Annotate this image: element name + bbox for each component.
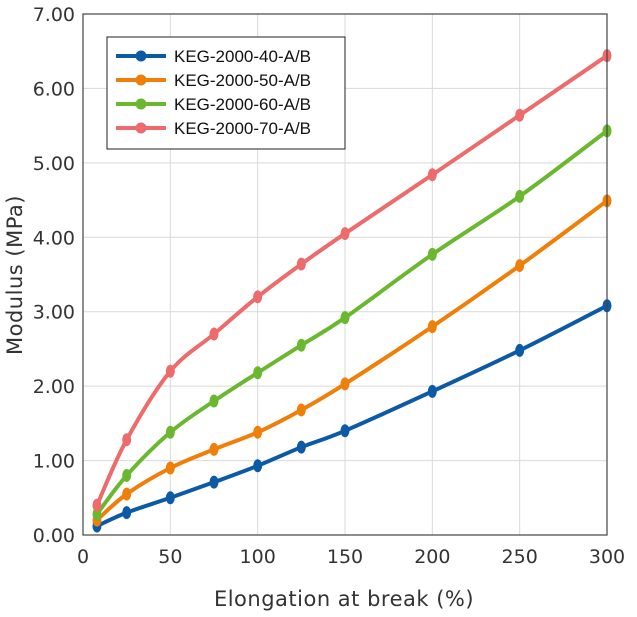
y-tick-label: 3.00 bbox=[33, 302, 75, 324]
data-point bbox=[427, 168, 437, 182]
data-point bbox=[515, 189, 525, 203]
legend-label: KEG-2000-70-A/B bbox=[174, 119, 311, 138]
data-point bbox=[209, 475, 219, 489]
data-point bbox=[122, 468, 132, 482]
data-point bbox=[253, 425, 263, 439]
legend-swatch-marker bbox=[135, 74, 147, 86]
data-point bbox=[165, 364, 175, 378]
data-point bbox=[122, 433, 132, 447]
x-tick-label: 50 bbox=[158, 546, 182, 568]
y-tick-label: 7.00 bbox=[33, 4, 75, 26]
data-point bbox=[165, 491, 175, 505]
y-tick-label: 6.00 bbox=[33, 78, 75, 100]
y-tick-label: 1.00 bbox=[33, 451, 75, 473]
x-tick-label: 100 bbox=[240, 546, 276, 568]
y-tick-label: 4.00 bbox=[33, 227, 75, 249]
data-point bbox=[253, 366, 263, 380]
data-point bbox=[515, 108, 525, 122]
x-tick-label: 250 bbox=[502, 546, 538, 568]
data-point bbox=[209, 327, 219, 341]
legend-entry-keg-2000-50: KEG-2000-50-A/B bbox=[116, 71, 311, 90]
data-point bbox=[165, 461, 175, 475]
x-tick-label: 150 bbox=[327, 546, 363, 568]
plot-frame bbox=[82, 13, 608, 536]
legend-label: KEG-2000-50-A/B bbox=[174, 71, 311, 90]
series-line bbox=[94, 128, 609, 517]
data-point bbox=[340, 311, 350, 325]
data-point bbox=[92, 507, 102, 521]
series-line bbox=[94, 53, 609, 508]
data-point bbox=[427, 384, 437, 398]
series-layer bbox=[92, 49, 612, 533]
x-tick-label: 0 bbox=[77, 546, 89, 568]
data-point bbox=[296, 403, 306, 417]
legend-swatch-marker bbox=[135, 122, 147, 134]
data-point bbox=[92, 498, 102, 512]
legend-entry-keg-2000-70: KEG-2000-70-A/B bbox=[116, 119, 311, 138]
y-tick-label: 0.00 bbox=[33, 525, 75, 547]
y-tick-label: 5.00 bbox=[33, 153, 75, 175]
data-point bbox=[253, 290, 263, 304]
y-tick-label: 2.00 bbox=[33, 376, 75, 398]
data-point bbox=[340, 377, 350, 391]
data-point bbox=[296, 440, 306, 454]
data-point bbox=[122, 487, 132, 501]
legend-entry-keg-2000-40: KEG-2000-40-A/B bbox=[116, 47, 311, 66]
y-axis-title: Modulus (MPa) bbox=[3, 195, 27, 355]
data-point bbox=[165, 425, 175, 439]
data-point bbox=[515, 343, 525, 357]
data-point bbox=[122, 506, 132, 520]
data-point bbox=[296, 338, 306, 352]
series-keg-2000-50-a-b bbox=[92, 194, 612, 527]
legend-label: KEG-2000-60-A/B bbox=[174, 95, 311, 114]
series-keg-2000-60-a-b bbox=[92, 124, 612, 521]
tick-label-layer: 0 50 100 150 200 250 300 0.00 1.00 2.00 3.00 4.00 5.… bbox=[33, 4, 625, 568]
series-keg-2000-40-a-b bbox=[92, 299, 612, 533]
data-point bbox=[340, 227, 350, 241]
legend-swatch-marker bbox=[135, 98, 147, 110]
data-point bbox=[296, 257, 306, 271]
legend-label: KEG-2000-40-A/B bbox=[174, 47, 311, 66]
data-point bbox=[340, 424, 350, 438]
x-tick-label: 200 bbox=[414, 546, 450, 568]
data-point bbox=[253, 459, 263, 473]
data-point bbox=[515, 259, 525, 273]
data-point bbox=[427, 320, 437, 334]
x-tick-label: 300 bbox=[589, 546, 625, 568]
data-point bbox=[209, 442, 219, 456]
legend-swatch-marker bbox=[135, 50, 147, 62]
x-axis-title: Elongation at break (%) bbox=[214, 587, 474, 611]
data-point bbox=[209, 394, 219, 408]
data-point bbox=[427, 247, 437, 261]
legend: KEG-2000-40-A/B KEG-2000-50-A/B KEG-2000… bbox=[106, 36, 346, 150]
series-line bbox=[94, 303, 609, 529]
legend-entry-keg-2000-60: KEG-2000-60-A/B bbox=[116, 95, 311, 114]
